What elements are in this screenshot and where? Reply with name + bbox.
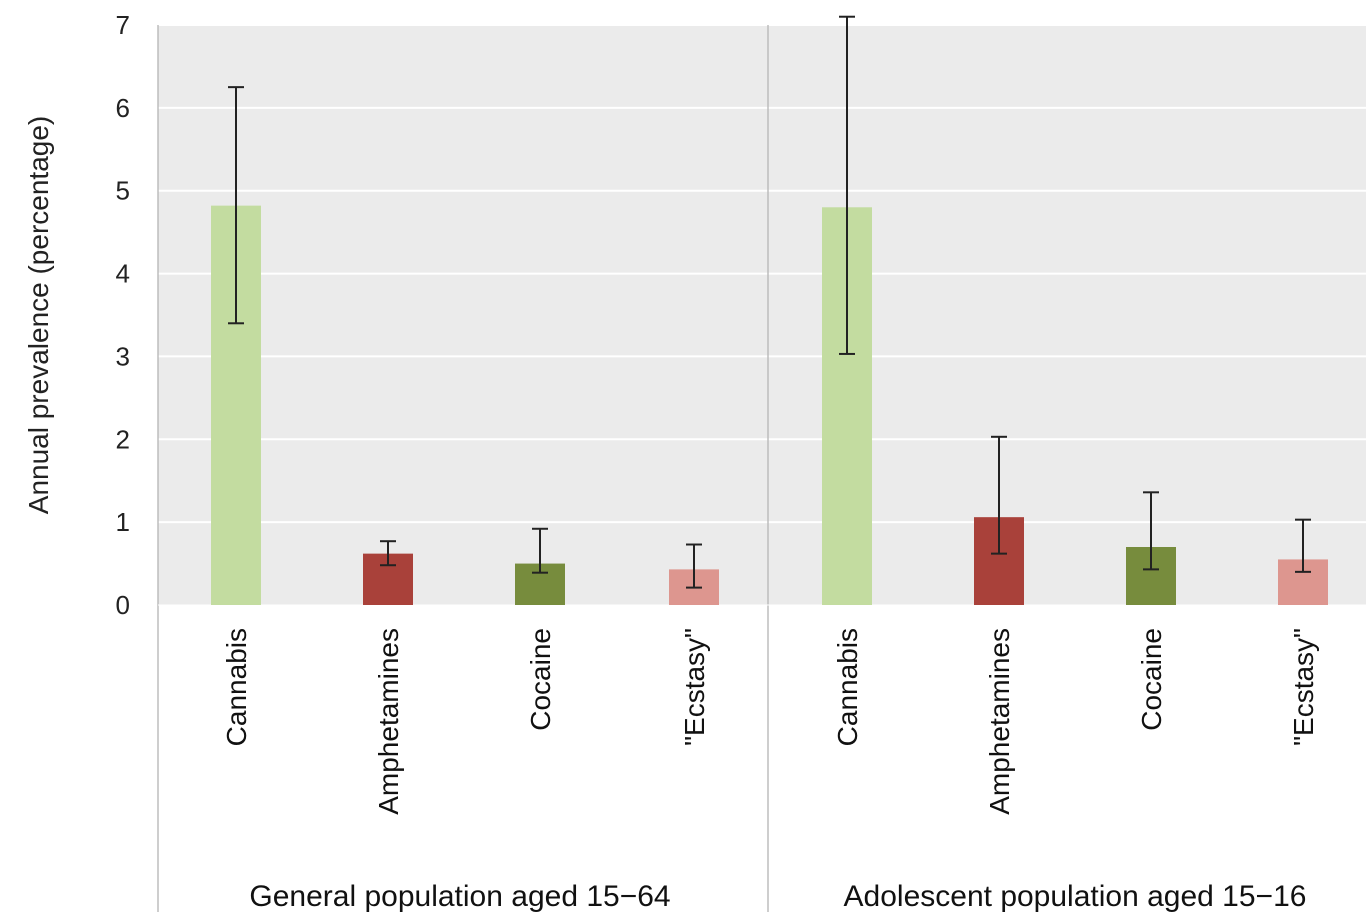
error-bars <box>228 15 1311 589</box>
y-tick-label: 2 <box>116 424 130 454</box>
group-label: General population aged 15−64 <box>249 880 670 913</box>
group-labels: General population aged 15−64 Adolescent … <box>249 880 1306 913</box>
category-label: "Ecstasy" <box>1288 628 1319 746</box>
y-tick-labels: 0 1 2 3 4 5 6 7 <box>116 10 130 620</box>
error-bar <box>839 15 855 355</box>
category-label: "Ecstasy" <box>679 628 710 746</box>
category-label: Cocaine <box>525 628 556 731</box>
error-bar <box>228 86 244 325</box>
y-tick-label: 1 <box>116 507 130 537</box>
error-bar <box>380 540 396 567</box>
y-tick-label: 6 <box>116 93 130 123</box>
error-bar <box>686 543 702 589</box>
error-bar <box>1295 518 1311 573</box>
category-label: Cannabis <box>221 628 252 746</box>
category-label: Amphetamines <box>984 628 1015 815</box>
group-label: Adolescent population aged 15−16 <box>844 880 1307 913</box>
category-label: Amphetamines <box>373 628 404 815</box>
error-bar <box>1143 491 1159 571</box>
plot-background <box>158 25 1366 605</box>
error-bar <box>991 435 1007 555</box>
category-label: Cannabis <box>832 628 863 746</box>
category-label: Cocaine <box>1136 628 1167 731</box>
y-tick-label: 0 <box>116 590 130 620</box>
y-tick-label: 4 <box>116 259 130 289</box>
y-axis-label: Annual prevalence (percentage) <box>23 116 54 514</box>
y-tick-label: 7 <box>116 10 130 40</box>
category-labels: Cannabis Amphetamines Cocaine "Ecstasy" Cann… <box>221 628 1319 815</box>
error-bar <box>532 527 548 574</box>
y-tick-label: 5 <box>116 176 130 206</box>
y-tick-label: 3 <box>116 341 130 371</box>
